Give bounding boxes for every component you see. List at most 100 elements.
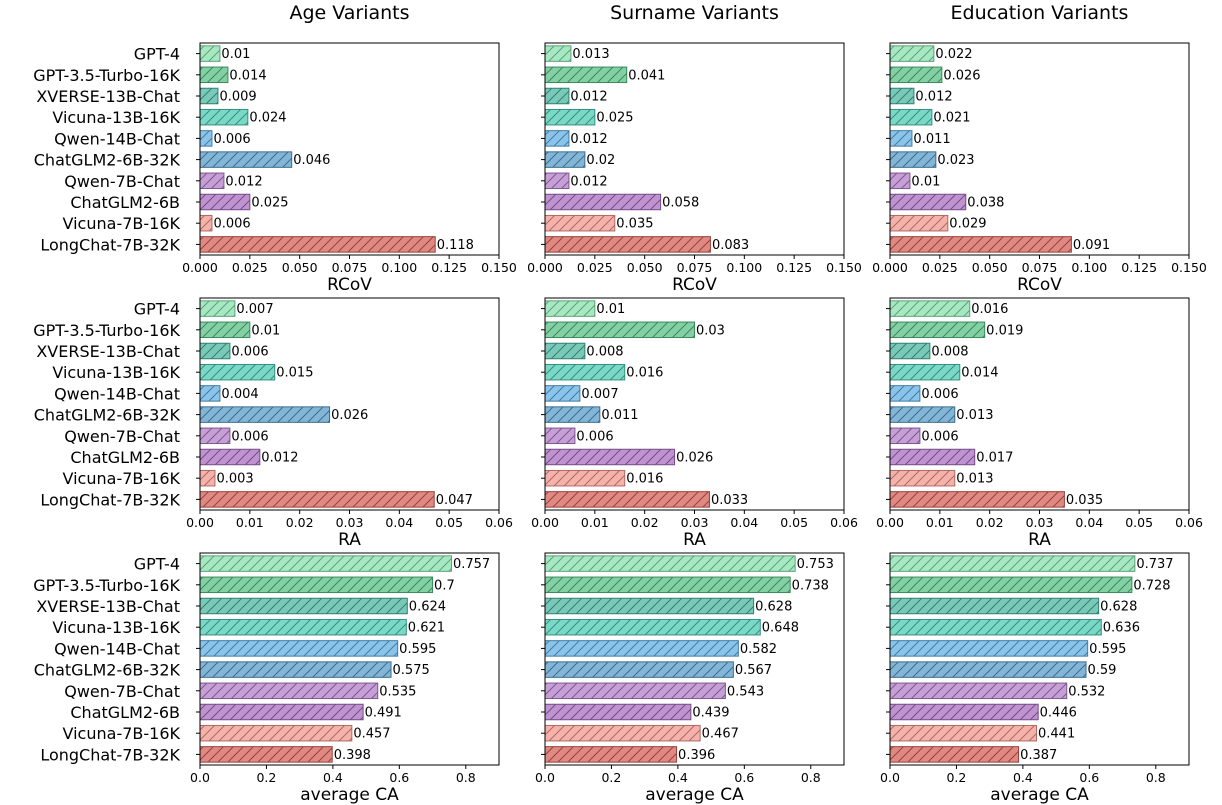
panel-average-ca-3: 0.737 0.728 0.628 0.636 0.595 0.59 0.532 0.446 0…: [880, 552, 1190, 805]
bar: [199, 576, 434, 594]
x-tick-label: 0.6: [1079, 770, 1099, 785]
panel-rcov-3: 0.022 0.026 0.012 0.021 0.011 0.023 0.01 0.038 0…: [872, 42, 1207, 295]
bar: [889, 130, 913, 147]
data-label: 0.024: [249, 111, 286, 126]
x-tick-label: 0.0: [880, 770, 900, 785]
x-tick-label: 0.04: [385, 515, 413, 530]
y-tick-label: ChatGLM2-6B: [70, 193, 180, 212]
x-tick-label: 0.050: [282, 260, 318, 275]
x-tick-label: 0.4: [668, 770, 688, 785]
bar: [889, 300, 971, 317]
data-label: 0.628: [1100, 600, 1137, 615]
x-tick-label: 0.125: [1121, 260, 1157, 275]
bar: [889, 427, 921, 445]
x-tick-label: 0.05: [435, 515, 463, 530]
data-label: 0.011: [913, 132, 950, 147]
x-tick-label: 0.2: [256, 770, 276, 785]
x-axis-label: average CA: [990, 785, 1089, 805]
y-tick-label: Vicuna-13B-16K: [52, 618, 180, 637]
data-label: 0.019: [986, 323, 1023, 338]
bar: [889, 342, 931, 360]
y-tick-label: GPT-3.5-Turbo-16K: [33, 321, 180, 340]
y-tick-label: ChatGLM2-6B-32K: [34, 661, 181, 680]
panel-rcov-2: 0.013 0.041 0.012 0.025 0.012 0.02 0.012 0.058 0…: [527, 42, 862, 295]
x-axis-label: RCoV: [1017, 275, 1062, 295]
x-tick-label: 0.02: [286, 515, 314, 530]
bar: [199, 236, 436, 253]
bar: [889, 321, 986, 339]
bar: [199, 427, 231, 445]
data-label: 0.041: [628, 68, 665, 83]
data-label: 0.567: [735, 663, 772, 678]
bar: [544, 576, 791, 594]
bar: [199, 448, 261, 466]
x-tick-label: 0.01: [926, 515, 954, 530]
data-label: 0.006: [213, 217, 250, 232]
data-label: 0.046: [293, 153, 330, 168]
data-label: 0.441: [1038, 727, 1075, 742]
y-tick-label: GPT-4: [134, 555, 180, 574]
panel-average-ca-1: 0.757 0.7 0.624 0.621 0.595 0.575 0.535 0.491 0.…: [33, 552, 500, 805]
y-tick-label: Vicuna-7B-16K: [63, 469, 181, 488]
data-label: 0.012: [570, 174, 607, 189]
data-label: 0.012: [225, 174, 262, 189]
x-tick-label: 0.06: [830, 515, 858, 530]
y-tick-label: Qwen-14B-Chat: [54, 129, 180, 148]
bar: [199, 45, 221, 62]
x-tick-label: 0.0: [535, 770, 555, 785]
data-label: 0.624: [409, 600, 446, 615]
bar: [544, 193, 662, 211]
bar: [199, 682, 379, 700]
data-label: 0.757: [453, 557, 490, 572]
bar: [544, 87, 570, 105]
bar: [199, 469, 216, 487]
data-label: 0.595: [399, 642, 436, 657]
bar: [544, 597, 755, 615]
data-label: 0.004: [221, 387, 258, 402]
y-tick-label: GPT-4: [134, 45, 180, 64]
data-label: 0.543: [727, 684, 764, 699]
x-tick-label: 0.04: [1075, 515, 1103, 530]
bar: [889, 448, 976, 466]
axes-frame: [544, 552, 845, 766]
data-label: 0.023: [937, 153, 974, 168]
data-label: 0.033: [711, 493, 748, 508]
x-tick-label: 0.04: [730, 515, 758, 530]
bar: [199, 724, 353, 742]
data-label: 0.025: [596, 111, 633, 126]
x-axis-label: RA: [683, 530, 706, 550]
y-tick-label: GPT-3.5-Turbo-16K: [33, 66, 180, 85]
panel-rcov-1: 0.010.0140.0090.0240.0060.0460.0120.0250…: [33, 42, 517, 295]
data-label: 0.446: [1040, 706, 1077, 721]
data-label: 0.021: [933, 111, 970, 126]
data-label: 0.016: [971, 302, 1008, 317]
bar: [544, 363, 626, 381]
x-tick-label: 0.05: [780, 515, 808, 530]
column-title: Education Variants: [951, 2, 1129, 24]
bar: [544, 618, 761, 636]
x-tick-label: 0.125: [431, 260, 467, 275]
bar: [544, 406, 601, 423]
bar: [889, 236, 1072, 253]
data-label: 0.003: [216, 472, 253, 487]
data-label: 0.083: [712, 238, 749, 253]
bar: [544, 236, 711, 253]
bar: [544, 491, 710, 508]
data-label: 0.022: [935, 47, 972, 62]
bar: [199, 214, 213, 232]
y-tick-label: GPT-4: [134, 300, 180, 319]
y-tick-label: ChatGLM2-6B-32K: [34, 406, 181, 425]
bar: [889, 469, 956, 487]
x-tick-label: 0.03: [681, 515, 709, 530]
x-tick-label: 0.150: [1171, 260, 1207, 275]
bar: [889, 555, 1136, 572]
bar: [544, 746, 678, 763]
x-tick-label: 0.075: [677, 260, 713, 275]
data-label: 0.118: [437, 238, 474, 253]
bar: [544, 427, 576, 445]
data-label: 0.016: [626, 472, 663, 487]
data-label: 0.439: [692, 706, 729, 721]
x-tick-label: 0.150: [826, 260, 862, 275]
x-tick-label: 0.06: [1175, 515, 1203, 530]
